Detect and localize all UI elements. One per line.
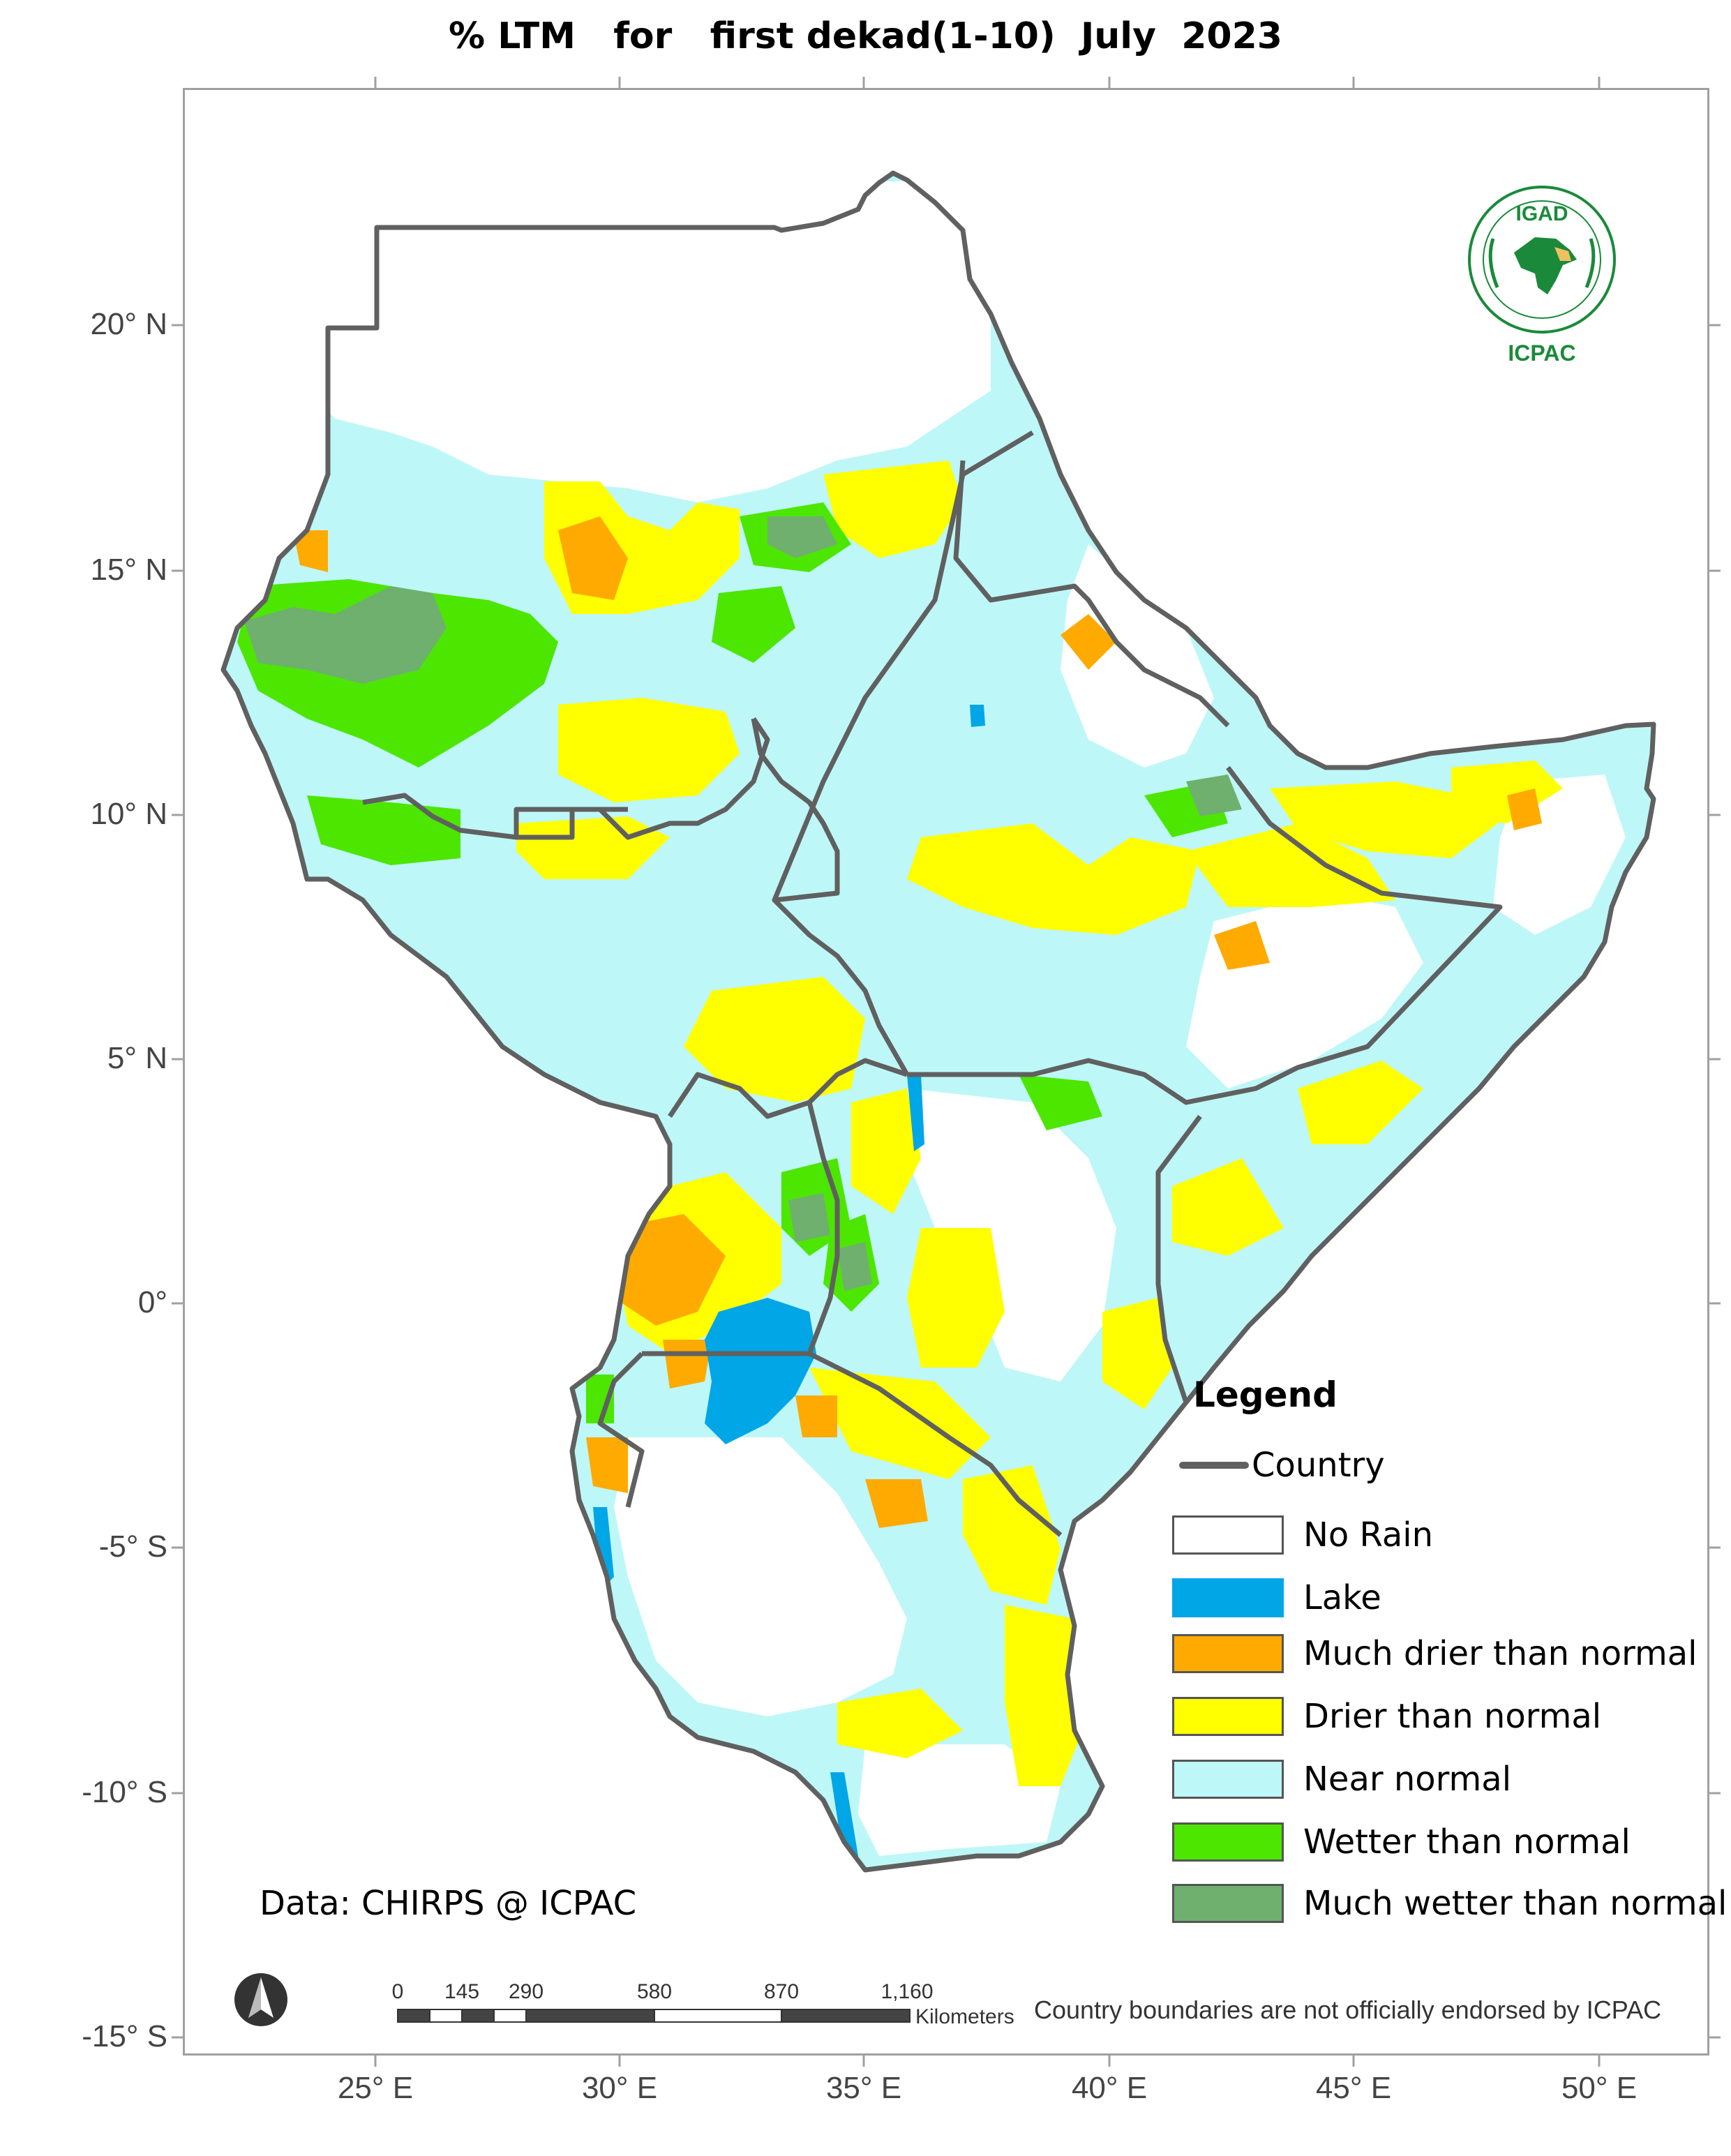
scale-tick-870: 870 <box>763 1980 800 2003</box>
legend-label: Much wetter than normal <box>1303 1884 1728 1923</box>
legend-country: Country <box>1172 1444 1385 1486</box>
legend-swatch <box>1172 1760 1284 1799</box>
boundary-disclaimer: Country boundaries are not officially en… <box>1034 1996 1662 2024</box>
country-line-swatch <box>1179 1462 1249 1469</box>
legend-label: No Rain <box>1303 1515 1433 1555</box>
legend-item-much-wetter: Much wetter than normal <box>1172 1882 1727 1924</box>
legend-swatch <box>1172 1822 1284 1862</box>
legend-label: Wetter than normal <box>1303 1822 1631 1862</box>
lon-label-30e: 30° E <box>581 2071 658 2105</box>
legend-label: Lake <box>1303 1578 1381 1617</box>
country-boundaries <box>220 170 1656 1873</box>
logo-org-text: IGAD <box>1515 202 1568 225</box>
legend-item-no-rain: No Rain <box>1172 1514 1433 1556</box>
legend-title: Legend <box>1193 1375 1337 1415</box>
legend-item-much-drier: Much drier than normal <box>1172 1633 1698 1675</box>
legend-swatch <box>1172 1697 1284 1736</box>
lat-label-15n: 15° N <box>90 553 167 587</box>
legend-swatch <box>1172 1578 1284 1617</box>
legend-item-lake: Lake <box>1172 1577 1381 1619</box>
legend-country-label: Country <box>1252 1446 1385 1485</box>
scale-tick-290: 290 <box>508 1980 544 2003</box>
legend-label: Drier than normal <box>1303 1697 1602 1736</box>
data-source: Data: CHIRPS @ ICPAC <box>260 1884 637 1923</box>
map-frame <box>183 88 1709 2056</box>
icpac-logo <box>1468 186 1616 334</box>
lon-label-50e: 50° E <box>1561 2071 1638 2105</box>
legend-swatch <box>1172 1515 1284 1555</box>
legend-item-near-normal: Near normal <box>1172 1758 1511 1800</box>
scale-tick-580: 580 <box>636 1980 673 2003</box>
lat-label-5n: 5° N <box>107 1041 167 1075</box>
logo-center-text: ICPAC <box>1508 340 1576 366</box>
lon-label-40e: 40° E <box>1071 2071 1148 2105</box>
lat-label-5s: -5° S <box>98 1529 167 1564</box>
legend-swatch <box>1172 1634 1284 1673</box>
scale-tick-145: 145 <box>444 1980 480 2003</box>
scale-unit: Kilometers <box>915 2005 1014 2028</box>
lat-label-15s: -15° S <box>82 2019 167 2053</box>
scale-tick-0: 0 <box>391 1980 404 2003</box>
map-title: % LTM for first dekad(1-10) July 2023 <box>449 15 1282 57</box>
lon-label-45e: 45° E <box>1315 2071 1392 2105</box>
legend-label: Much drier than normal <box>1303 1634 1698 1673</box>
north-arrow-icon <box>234 1973 287 2026</box>
lat-label-10s: -10° S <box>82 1775 167 1809</box>
lat-label-10n: 10° N <box>90 797 167 831</box>
legend-item-drier: Drier than normal <box>1172 1695 1601 1737</box>
legend-swatch <box>1172 1884 1284 1923</box>
legend-item-wetter: Wetter than normal <box>1172 1821 1631 1863</box>
scale-tick-1160: 1,160 <box>881 1980 934 2003</box>
legend-label: Near normal <box>1303 1760 1512 1799</box>
lon-label-35e: 35° E <box>825 2071 902 2105</box>
lat-label-20n: 20° N <box>90 307 167 341</box>
lon-label-25e: 25° E <box>337 2071 414 2105</box>
lat-label-0: 0° <box>137 1285 167 1319</box>
